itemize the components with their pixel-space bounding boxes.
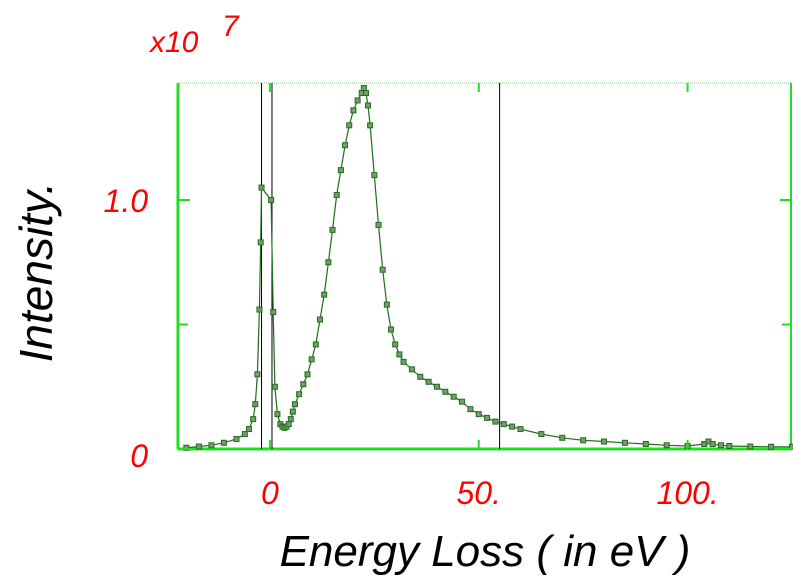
- data-point: [664, 443, 669, 448]
- y-axis-label: Intensity.: [10, 182, 62, 363]
- data-point: [351, 108, 356, 113]
- data-point: [643, 442, 648, 447]
- data-point: [196, 444, 201, 449]
- data-point: [221, 440, 226, 445]
- data-point: [476, 412, 481, 417]
- data-point: [769, 444, 774, 449]
- data-point: [275, 412, 280, 417]
- data-point: [368, 123, 373, 128]
- data-point: [510, 424, 515, 429]
- data-point: [257, 307, 262, 312]
- data-point: [258, 240, 263, 245]
- data-point: [269, 198, 274, 203]
- data-point: [251, 417, 256, 422]
- data-point: [247, 427, 252, 432]
- data-point: [209, 443, 214, 448]
- data-point: [376, 222, 381, 227]
- data-point: [518, 427, 523, 432]
- data-point: [426, 379, 431, 384]
- data-point: [301, 382, 306, 387]
- x-tick-label: 50.: [456, 475, 500, 511]
- data-point: [361, 85, 366, 90]
- data-point: [397, 352, 402, 357]
- data-point: [255, 372, 260, 377]
- data-point: [389, 327, 394, 332]
- y-multiplier-label: x10: [148, 26, 199, 59]
- data-point: [493, 419, 498, 424]
- data-point: [409, 367, 414, 372]
- data-point: [272, 384, 277, 389]
- x-tick-label: 0: [261, 475, 279, 511]
- data-point: [305, 372, 310, 377]
- data-point: [347, 123, 352, 128]
- data-point: [384, 302, 389, 307]
- data-point: [259, 185, 264, 190]
- data-point: [286, 422, 291, 427]
- data-point: [253, 402, 258, 407]
- data-point: [322, 292, 327, 297]
- data-point: [292, 402, 297, 407]
- x-axis-label: Energy Loss ( in eV ): [280, 527, 691, 576]
- data-point: [330, 227, 335, 232]
- data-point: [343, 143, 348, 148]
- data-point: [318, 317, 323, 322]
- data-point: [710, 442, 715, 447]
- data-point: [581, 438, 586, 443]
- data-point: [290, 409, 295, 414]
- data-point: [288, 417, 293, 422]
- data-point: [418, 374, 423, 379]
- y-tick-label: 1.0: [104, 183, 149, 219]
- data-point: [622, 440, 627, 445]
- data-point: [485, 415, 490, 420]
- y-multiplier-exponent: 7: [222, 10, 240, 43]
- data-point: [242, 432, 247, 437]
- data-point: [334, 193, 339, 198]
- data-point: [451, 394, 456, 399]
- data-point: [727, 444, 732, 449]
- data-point: [313, 342, 318, 347]
- data-point: [434, 384, 439, 389]
- data-point: [468, 407, 473, 412]
- data-point: [372, 173, 377, 178]
- data-point: [443, 389, 448, 394]
- data-point: [748, 444, 753, 449]
- data-point: [297, 392, 302, 397]
- data-point: [560, 435, 565, 440]
- data-point: [271, 310, 276, 315]
- data-point: [602, 439, 607, 444]
- data-point: [460, 399, 465, 404]
- data-point: [338, 168, 343, 173]
- data-point: [718, 443, 723, 448]
- data-point: [355, 98, 360, 103]
- data-point: [393, 342, 398, 347]
- data-point: [401, 359, 406, 364]
- data-point: [326, 260, 331, 265]
- data-point: [309, 357, 314, 362]
- data-point: [539, 432, 544, 437]
- x-tick-label: 100.: [656, 475, 718, 511]
- y-tick-label: 0: [130, 438, 148, 474]
- data-point: [380, 267, 385, 272]
- data-point: [234, 437, 239, 442]
- data-point: [363, 90, 368, 95]
- data-point: [501, 422, 506, 427]
- data-point: [366, 103, 371, 108]
